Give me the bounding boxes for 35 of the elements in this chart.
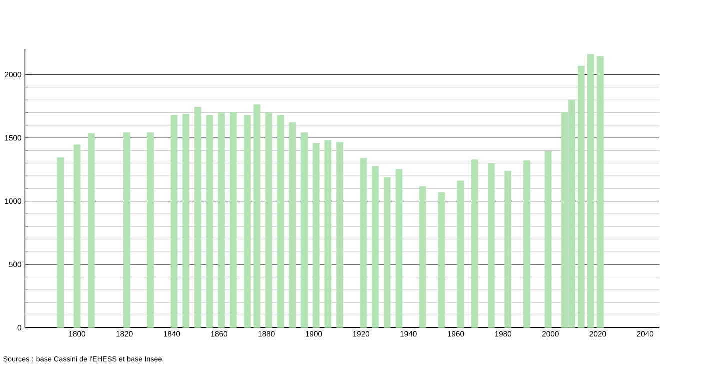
- bar: [587, 54, 594, 328]
- bar: [384, 178, 391, 328]
- bar: [396, 169, 403, 328]
- bar: [596, 56, 604, 328]
- bar: [301, 132, 308, 328]
- bar: [74, 144, 81, 328]
- bar: [206, 115, 214, 328]
- bar: [277, 115, 284, 328]
- bar: [578, 66, 585, 328]
- bar: [457, 180, 464, 328]
- bar: [266, 112, 272, 328]
- bar: [544, 151, 552, 328]
- bar: [57, 158, 64, 328]
- bar: [88, 134, 95, 328]
- bar: [289, 122, 296, 328]
- bar: [124, 132, 130, 328]
- bar: [312, 143, 320, 328]
- bar: [504, 171, 512, 328]
- bar: [244, 115, 252, 328]
- bar: [324, 140, 332, 328]
- bar: [254, 104, 261, 328]
- bar: [218, 112, 226, 328]
- bar: [488, 164, 495, 328]
- bar: [438, 192, 446, 328]
- bar: [360, 158, 368, 328]
- bar: [170, 115, 178, 328]
- bar: [230, 112, 237, 328]
- bar: [336, 142, 344, 328]
- bar: [419, 186, 426, 328]
- bar: [147, 132, 154, 328]
- bar: [182, 114, 190, 328]
- bar: [471, 160, 478, 328]
- bar: [372, 166, 379, 328]
- bar: [194, 107, 202, 328]
- bar: [524, 160, 530, 328]
